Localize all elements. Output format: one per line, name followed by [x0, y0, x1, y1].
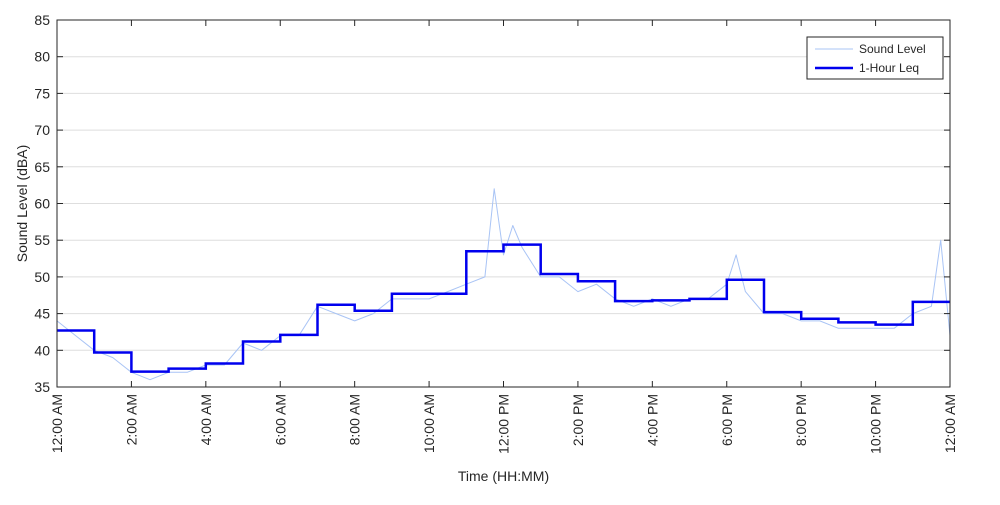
x-tick-label: 2:00 AM	[123, 394, 139, 445]
x-tick-label: 12:00 AM	[942, 394, 958, 453]
y-tick-label: 80	[34, 49, 50, 65]
x-tick-label: 6:00 PM	[719, 394, 735, 446]
y-tick-label: 65	[34, 159, 50, 175]
legend: Sound Level 1-Hour Leq	[806, 36, 944, 80]
y-tick-label: 50	[34, 269, 50, 285]
x-tick-label: 12:00 PM	[496, 394, 512, 454]
y-tick-label: 70	[34, 122, 50, 138]
x-tick-label: 12:00 AM	[49, 394, 65, 453]
legend-label-sound-level: Sound Level	[859, 42, 926, 56]
series-line-sound-level	[56, 188, 951, 381]
y-tick-label: 60	[34, 196, 50, 212]
y-tick-label: 45	[34, 306, 50, 322]
x-tick-label: 10:00 AM	[421, 394, 437, 453]
y-tick-label: 35	[34, 379, 50, 395]
x-tick-label: 4:00 AM	[198, 394, 214, 445]
x-axis-label: Time (HH:MM)	[458, 468, 549, 484]
y-tick-label: 40	[34, 342, 50, 358]
x-tick-label: 8:00 AM	[347, 394, 363, 445]
y-tick-label: 85	[34, 12, 50, 28]
legend-label-leq: 1-Hour Leq	[859, 61, 919, 75]
axis-ticks: 35 40 45 50 55 60 65 70 75 80 85 12:00 AM 2:00 AM 4:0…	[34, 12, 958, 454]
grid	[57, 56, 950, 351]
legend-box	[806, 36, 944, 80]
x-tick-label: 2:00 PM	[570, 394, 586, 446]
x-tick-label: 10:00 PM	[868, 394, 884, 454]
series-line-1-hour-leq	[57, 243, 950, 373]
plot-series	[56, 188, 951, 381]
x-tick-label: 8:00 PM	[793, 394, 809, 446]
y-tick-label: 55	[34, 232, 50, 248]
y-axis-label: Sound Level (dBA)	[14, 145, 30, 263]
x-tick-label: 6:00 AM	[272, 394, 288, 445]
y-tick-label: 75	[34, 85, 50, 101]
x-tick-label: 4:00 PM	[644, 394, 660, 446]
